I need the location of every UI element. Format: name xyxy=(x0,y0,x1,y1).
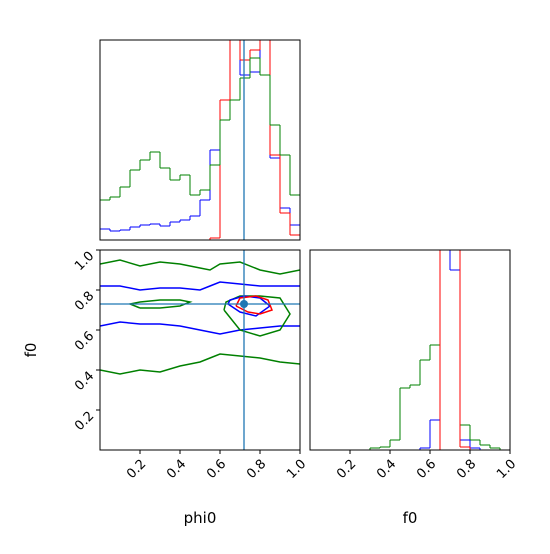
contour-line xyxy=(100,259,300,275)
x-tick-label: 0.4 xyxy=(164,457,189,482)
contour-line xyxy=(235,295,273,315)
plot-area xyxy=(100,40,300,240)
x-tick-label: 1.0 xyxy=(284,457,309,482)
x-tick-label: 0.4 xyxy=(374,457,399,482)
contour-line xyxy=(127,299,193,309)
y-tick-label: 0.4 xyxy=(72,369,97,394)
contour-line xyxy=(100,281,300,291)
x-axis-label: phi0 xyxy=(184,509,217,527)
y-tick-label: 0.2 xyxy=(72,409,97,434)
x-tick-label: 1.0 xyxy=(494,457,519,482)
truth-point xyxy=(240,300,248,308)
x-tick-label: 0.2 xyxy=(124,457,149,482)
plot-area xyxy=(100,250,300,450)
y-tick-label: 0.6 xyxy=(72,329,97,354)
y-axis-label: f0 xyxy=(22,343,40,358)
contour-line xyxy=(227,295,272,317)
axes-frame xyxy=(99,39,301,241)
axes-frame xyxy=(309,249,511,451)
x-tick-label: 0.2 xyxy=(334,457,359,482)
contour-line xyxy=(100,353,300,375)
x-tick-label: 0.8 xyxy=(454,457,479,482)
plot-area xyxy=(310,250,510,450)
contour-line xyxy=(100,321,300,335)
x-axis-label: f0 xyxy=(403,509,418,527)
y-tick-label: 0.8 xyxy=(72,289,97,314)
y-tick-label: 1.0 xyxy=(72,249,97,274)
x-tick-label: 0.6 xyxy=(414,457,439,482)
x-tick-label: 0.6 xyxy=(204,457,229,482)
x-tick-label: 0.8 xyxy=(244,457,269,482)
axes-frame xyxy=(99,249,301,451)
